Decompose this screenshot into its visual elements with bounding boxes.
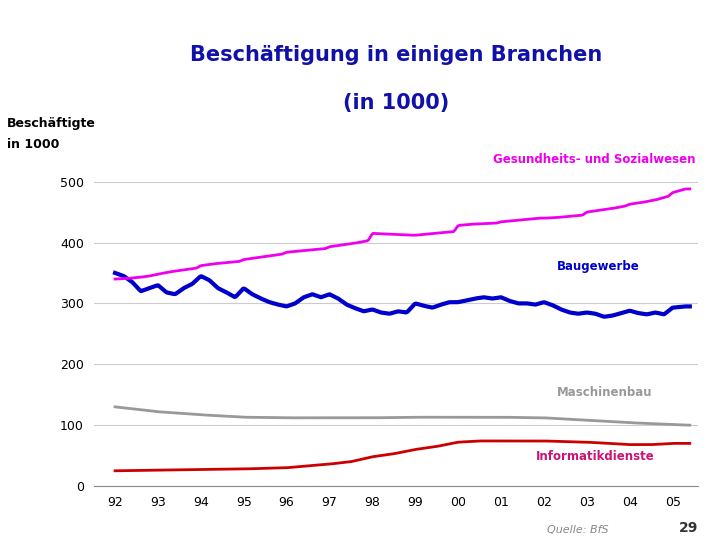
Text: (in 1000): (in 1000) (343, 93, 449, 113)
Text: Quelle: BfS: Quelle: BfS (547, 524, 609, 535)
Text: in 1000: in 1000 (7, 138, 60, 151)
Text: Beschäftigung in einigen Branchen: Beschäftigung in einigen Branchen (190, 45, 602, 65)
Text: Baugewerbe: Baugewerbe (557, 260, 639, 273)
Text: Gesundheits- und Sozialwesen: Gesundheits- und Sozialwesen (492, 153, 695, 166)
Text: Informatikdienste: Informatikdienste (536, 450, 654, 463)
Text: Beschäftigte: Beschäftigte (7, 117, 96, 130)
Text: Maschinenbau: Maschinenbau (557, 386, 652, 399)
Text: 29: 29 (679, 521, 698, 535)
